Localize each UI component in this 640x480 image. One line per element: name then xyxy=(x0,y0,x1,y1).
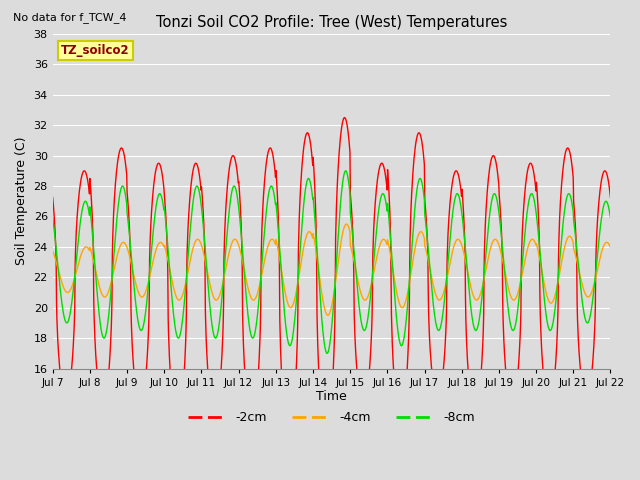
Y-axis label: Soil Temperature (C): Soil Temperature (C) xyxy=(15,137,28,265)
X-axis label: Time: Time xyxy=(316,390,347,403)
Legend: -2cm, -4cm, -8cm: -2cm, -4cm, -8cm xyxy=(183,406,480,429)
Title: Tonzi Soil CO2 Profile: Tree (West) Temperatures: Tonzi Soil CO2 Profile: Tree (West) Temp… xyxy=(156,15,508,30)
Text: No data for f_TCW_4: No data for f_TCW_4 xyxy=(13,12,126,23)
Text: TZ_soilco2: TZ_soilco2 xyxy=(61,44,130,57)
